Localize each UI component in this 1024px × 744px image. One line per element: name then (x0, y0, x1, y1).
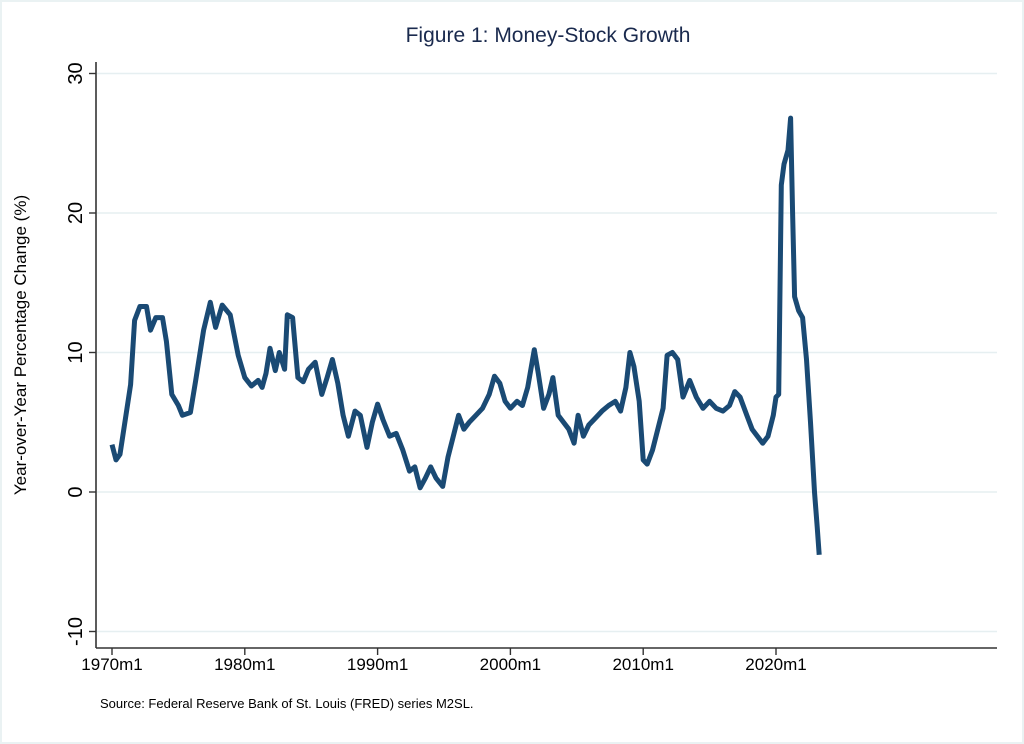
series-line (109, 115, 822, 555)
axes (95, 62, 997, 649)
gridlines (97, 72, 997, 633)
y-tick-label: 30 (65, 62, 87, 84)
x-tick-label: 1970m1 (81, 655, 142, 674)
x-tick-label: 2000m1 (480, 655, 541, 674)
y-tick-label: -10 (65, 617, 87, 646)
chart-title: Figure 1: Money-Stock Growth (406, 24, 691, 47)
y-axis-ticks: -10 0 10 20 30 (65, 62, 96, 646)
y-tick-label: 20 (65, 202, 87, 224)
x-tick-label: 2010m1 (612, 655, 673, 674)
x-tick-label: 1980m1 (214, 655, 275, 674)
x-tick-label: 2020m1 (745, 655, 806, 674)
x-tick-label: 1990m1 (347, 655, 408, 674)
series-group (109, 115, 822, 555)
x-axis-ticks: 1970m1 1980m1 1990m1 2000m1 2010m1 2020m1 (81, 648, 807, 674)
y-axis-label: Year-over-Year Percentage Change (%) (11, 195, 30, 495)
y-tick-label: 0 (65, 486, 87, 497)
y-tick-label: 10 (65, 341, 87, 363)
source-note: Source: Federal Reserve Bank of St. Loui… (100, 696, 474, 711)
